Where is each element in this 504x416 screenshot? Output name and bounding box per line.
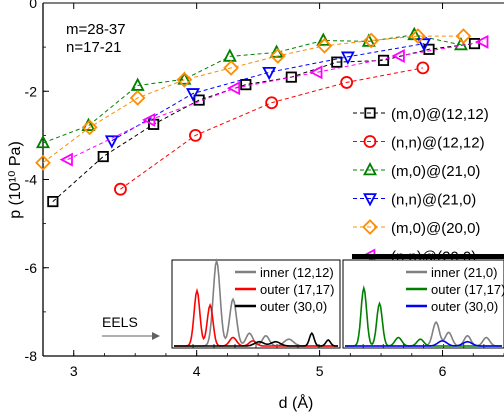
inset-legend-label: outer (30,0) (431, 299, 498, 314)
axes: 3 4 5 6 0 -2 -4 -6 -8 (25, 0, 504, 379)
y-tick-label: 0 (29, 0, 37, 11)
series-2 (36, 26, 468, 149)
data-point (391, 48, 405, 63)
x-tick-label: 5 (316, 363, 324, 379)
inset-legend-label: inner (12,12) (260, 265, 334, 280)
legend-entry: (n,n)@(21,0) (353, 192, 476, 209)
data-point (141, 112, 156, 127)
data-point (309, 65, 323, 80)
data-point (265, 96, 279, 110)
data-point (455, 28, 472, 44)
legend-entry: (m,0)@(20,0) (353, 219, 480, 237)
legend-box (348, 100, 504, 258)
legend-entry: (m,0)@(12,12) (353, 106, 489, 123)
data-point (226, 81, 241, 96)
inset-top-bar (352, 254, 504, 259)
chart-text: m=28-37 n=17-21 d (Å) p (10¹⁰ Pa) EELS (7, 21, 313, 412)
y-tick-label: -8 (25, 348, 38, 364)
inset-spectrum (345, 340, 502, 347)
annotation-n-range: n=17-21 (66, 39, 121, 56)
data-point (410, 28, 426, 44)
series-line (120, 67, 423, 190)
data-point (130, 77, 145, 91)
data-point (316, 37, 333, 54)
data-point (223, 59, 239, 76)
series-line (52, 43, 475, 202)
data-point (35, 154, 51, 171)
x-axis-label: d (Å) (279, 393, 314, 412)
legend-label: (m,0)@(20,0) (391, 220, 480, 237)
inset-frame (342, 259, 504, 349)
data-point (177, 71, 192, 85)
data-point (189, 128, 202, 142)
data-point (453, 36, 468, 51)
series-1 (114, 61, 430, 196)
eels-arrow-head (152, 332, 160, 340)
legend-marker (363, 193, 377, 207)
y-tick-label: -4 (25, 172, 38, 188)
annotation-m-range: m=28-37 (66, 21, 126, 38)
data-point (416, 61, 430, 75)
y-tick-label: -6 (25, 260, 38, 276)
y-axis-label: p (10¹⁰ Pa) (7, 141, 24, 219)
data-point (59, 152, 73, 167)
data-point (97, 150, 109, 163)
series-line (42, 34, 462, 144)
series-5 (59, 34, 489, 167)
x-tick-label: 4 (193, 363, 201, 379)
data-point (222, 48, 237, 62)
data-point (475, 34, 489, 49)
inset-eels-label: EELS (102, 314, 138, 330)
legend-label: (m,0)@(21,0) (391, 163, 480, 180)
inset-legend-label: inner (21,0) (431, 265, 497, 280)
data-point (114, 182, 127, 196)
legend-marker (364, 107, 376, 119)
eels-inset-1: inner (21,0) outer (17,17) outer (30,0) (342, 259, 504, 349)
data-point (363, 32, 380, 49)
inset-spectrum (174, 331, 338, 347)
inset-legend-label: outer (17,17) (431, 282, 504, 297)
data-point (262, 66, 277, 81)
data-point (240, 79, 252, 91)
data-point (176, 71, 193, 88)
inset-legend-label: outer (17,17) (260, 282, 334, 297)
data-point (129, 89, 146, 106)
legend-marker (363, 162, 377, 176)
data-series (35, 26, 489, 208)
legend-entry: (m,0)@(21,0) (353, 162, 480, 180)
data-point (285, 71, 297, 83)
x-tick-label: 3 (70, 363, 78, 379)
data-point (269, 48, 286, 64)
legend-marker (363, 135, 377, 148)
legend: (m,0)@(12,12) (n,n)@(12,12) (m,0)@(21,0) (n… (348, 100, 504, 266)
data-point (81, 119, 98, 136)
data-point (331, 56, 343, 68)
legend-label: (n,n)@(21,0) (391, 192, 476, 209)
series-3 (104, 38, 432, 149)
data-point (340, 76, 354, 89)
data-point (47, 195, 59, 208)
eels-inset-0: inner (12,12) outer (17,17) outer (30,0) (171, 257, 341, 349)
legend-label: (n,n)@(12,12) (391, 135, 485, 152)
data-point (104, 135, 119, 149)
data-point (377, 54, 390, 66)
inset-legend-label: outer (30,0) (260, 299, 327, 314)
y-tick-label: -2 (25, 83, 38, 99)
x-tick-label: 6 (439, 363, 447, 379)
series-line (42, 35, 464, 164)
series-4 (35, 28, 472, 171)
data-point (340, 51, 355, 65)
data-point (36, 134, 50, 149)
legend-label: (m,0)@(12,12) (391, 106, 489, 123)
legend-entry: (n,n)@(12,12) (353, 135, 485, 152)
legend-marker (362, 219, 378, 235)
eels-insets: inner (12,12)outer (17,17)outer (30,0)in… (102, 254, 504, 349)
data-point (185, 88, 200, 102)
data-point (417, 38, 432, 52)
